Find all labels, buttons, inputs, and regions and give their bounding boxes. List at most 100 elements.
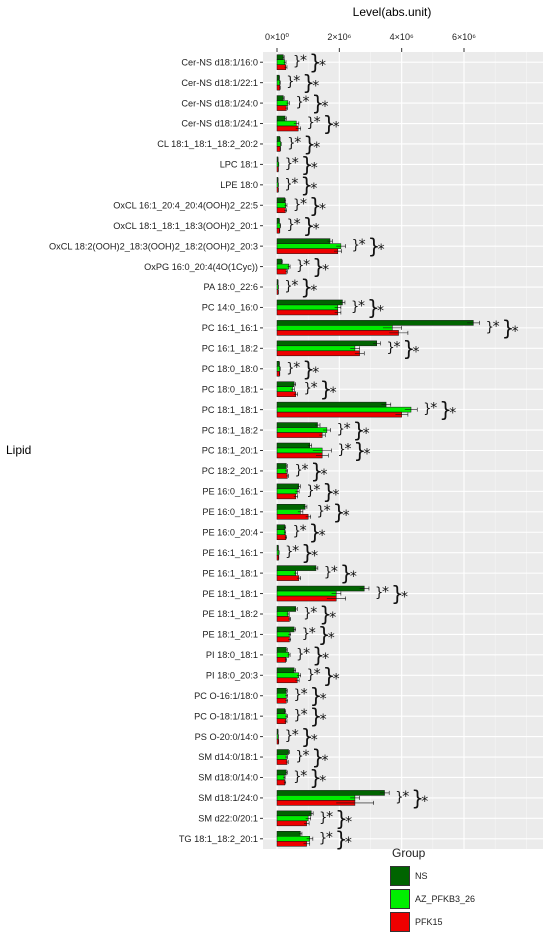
significance-marker-outer: * [311, 733, 318, 749]
significance-marker-inner: * [493, 319, 500, 335]
significance-marker-inner: * [300, 196, 307, 212]
bar [276, 616, 290, 622]
significance-bracket-inner: } [486, 320, 494, 335]
bar [276, 769, 287, 776]
bar [276, 575, 300, 581]
significance-bracket-outer: } [322, 479, 335, 503]
bar [276, 687, 287, 694]
significance-marker-inner: * [344, 421, 351, 437]
x-tick-label: 4×10⁶ [390, 32, 414, 42]
significance-bracket-inner: } [317, 504, 325, 519]
x-tick-label: 2×10⁶ [327, 32, 351, 42]
bar [276, 227, 280, 234]
significance-bracket-inner: } [284, 177, 292, 192]
bar [276, 529, 286, 535]
bar [276, 524, 286, 530]
bar [276, 631, 290, 638]
bar [276, 340, 377, 347]
significance-bracket-inner: } [324, 565, 332, 580]
bar [276, 708, 286, 714]
significance-marker-inner: * [300, 768, 307, 784]
legend-key-pfk15 [390, 911, 410, 932]
significance-bracket-outer: } [301, 152, 314, 176]
significance-bracket-outer: } [309, 765, 322, 789]
significance-marker-outer: * [377, 303, 384, 319]
significance-bracket-outer: } [311, 745, 324, 769]
significance-bracket-outer: } [354, 439, 367, 463]
significance-marker-outer: * [333, 671, 340, 687]
significance-bracket-inner: } [295, 463, 303, 478]
bar [276, 361, 280, 367]
significance-marker-inner: * [301, 707, 308, 723]
significance-bracket-inner: } [293, 769, 301, 784]
y-tick-label: LPC 18:1 [220, 160, 258, 170]
bar [276, 626, 295, 633]
bar [276, 243, 342, 249]
significance-marker-outer: * [319, 528, 326, 544]
significance-marker-outer: * [312, 79, 319, 95]
significance-marker-outer: * [330, 385, 337, 401]
y-tick-label: SM d18:1/24:0 [198, 793, 258, 803]
significance-bracket-inner: } [287, 218, 295, 233]
bar [276, 810, 312, 817]
bar [276, 473, 288, 479]
bar [276, 452, 323, 459]
significance-marker-outer: * [328, 630, 335, 646]
significance-bracket-inner: } [307, 667, 315, 682]
bar [276, 309, 339, 316]
significance-marker-inner: * [358, 298, 365, 314]
y-tick-label: OxCL 18:1_18:1_18:3(OOH)2_20:1 [113, 221, 258, 231]
significance-marker-inner: * [345, 442, 352, 458]
significance-bracket-inner: } [285, 545, 293, 560]
significance-bracket-inner: } [284, 279, 292, 294]
significance-marker-inner: * [292, 728, 299, 744]
bar [276, 386, 293, 392]
significance-bracket-outer: } [353, 418, 366, 442]
significance-bracket-inner: } [375, 586, 383, 601]
bar [276, 790, 385, 796]
bar [276, 411, 402, 418]
bar [276, 652, 290, 658]
significance-bracket-outer: } [323, 663, 336, 687]
y-tick-label: OxCL 16:1_20:4_20:4(OOH)2_22:5 [113, 200, 258, 210]
significance-marker-inner: * [402, 789, 409, 805]
bar [276, 381, 295, 387]
y-tick-label: Cer-NS d18:1/24:1 [181, 119, 258, 129]
significance-bracket-outer: } [333, 500, 346, 524]
significance-marker-outer: * [449, 406, 456, 422]
bar [276, 263, 290, 270]
bar [276, 330, 399, 336]
significance-marker-outer: * [401, 590, 408, 606]
bar [276, 427, 328, 433]
significance-bracket-outer: } [367, 295, 380, 319]
x-tick-label: 6×10⁶ [452, 32, 476, 42]
bar [276, 606, 296, 612]
bar [276, 217, 280, 224]
significance-bracket-outer: } [318, 622, 331, 646]
significance-bracket-inner: } [285, 729, 293, 744]
significance-bracket-inner: } [319, 831, 327, 846]
bar [276, 795, 356, 801]
legend-label-ns: NS [415, 870, 428, 881]
significance-marker-outer: * [321, 467, 328, 483]
significance-bracket-outer: } [391, 582, 404, 606]
y-tick-label: OxPG 16:0_20:4(4O(1Cyc)) [144, 262, 258, 272]
bar [276, 141, 281, 147]
bar [276, 136, 281, 142]
bars [276, 54, 480, 847]
bar [276, 697, 287, 704]
significance-bracket-outer: } [302, 71, 315, 95]
significance-marker-outer: * [345, 814, 352, 830]
significance-bracket-inner: } [293, 54, 301, 69]
significance-bracket-inner: } [295, 749, 303, 764]
y-tick-label: PC O-18:1/18:1 [194, 711, 258, 721]
significance-marker-inner: * [300, 523, 307, 539]
significance-bracket-inner: } [306, 483, 314, 498]
y-tick-label: Cer-NS d18:1/16:0 [181, 57, 258, 67]
bar [276, 514, 309, 520]
significance-bracket-outer: } [309, 50, 322, 74]
significance-bracket-outer: } [502, 316, 515, 340]
significance-marker-outer: * [319, 58, 326, 74]
bar [276, 667, 295, 674]
y-axis-labels: Cer-NS d18:1/16:0 Cer-NS d18:1/22:1 Cer-NS… [49, 57, 263, 844]
